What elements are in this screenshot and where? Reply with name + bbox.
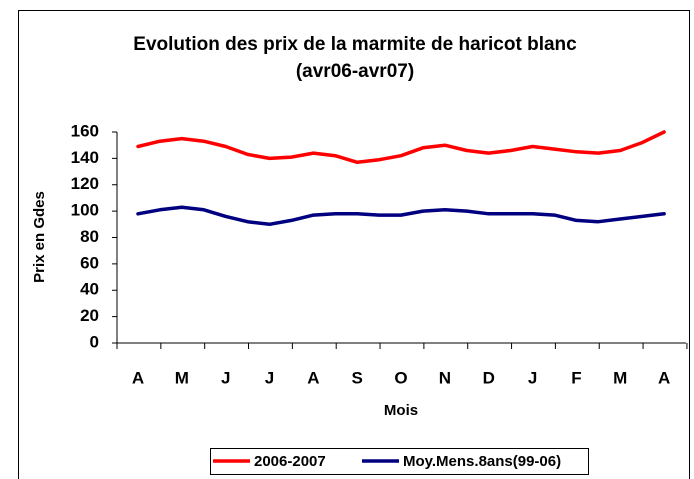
chart-title: Evolution des prix de la marmite de hari…	[133, 34, 577, 55]
x-tick-label: D	[483, 368, 495, 387]
chart-title: (avr06-avr07)	[296, 61, 414, 82]
y-tick-label: 140	[71, 148, 99, 167]
y-tick-label: 160	[71, 121, 99, 140]
y-tick-label: 120	[71, 174, 99, 193]
x-tick-label: A	[307, 368, 319, 387]
x-tick-label: A	[132, 368, 144, 387]
x-tick-label: O	[394, 368, 407, 387]
y-tick-label: 20	[80, 306, 99, 325]
x-tick-label: J	[221, 368, 230, 387]
x-tick-label: J	[265, 368, 274, 387]
y-tick-label: 60	[80, 253, 99, 272]
x-axis-label: Mois	[384, 402, 418, 419]
x-tick-label: F	[571, 368, 581, 387]
y-tick-label: 100	[71, 201, 99, 220]
y-axis-label: Prix en Gdes	[31, 191, 48, 283]
x-tick-label: M	[613, 368, 627, 387]
y-tick-label: 40	[80, 280, 99, 299]
x-tick-label: N	[439, 368, 451, 387]
legend-box	[210, 448, 589, 475]
x-tick-label: A	[658, 368, 670, 387]
x-tick-label: M	[175, 368, 189, 387]
x-tick-label: S	[352, 368, 363, 387]
series-line	[136, 205, 666, 227]
y-tick-label: 80	[80, 227, 99, 246]
legend-label: 2006-2007	[254, 453, 326, 470]
legend-label: Moy.Mens.8ans(99-06)	[403, 453, 561, 470]
x-tick-label: J	[528, 368, 537, 387]
series-line	[136, 130, 666, 165]
chart-frame	[18, 10, 690, 479]
y-tick-label: 0	[90, 332, 99, 351]
